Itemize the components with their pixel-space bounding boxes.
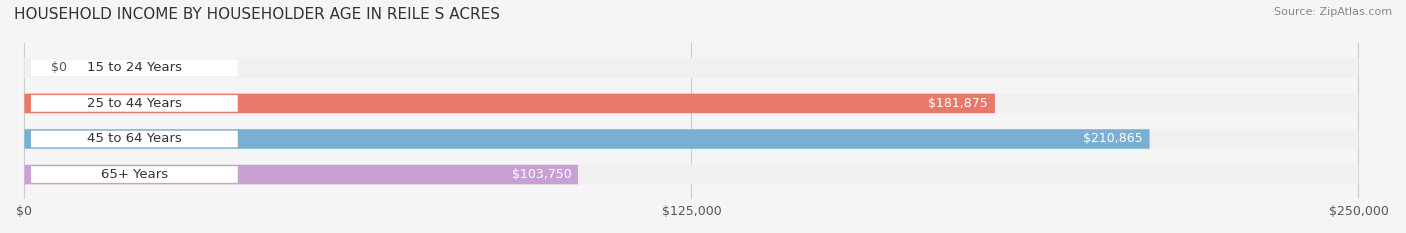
Text: Source: ZipAtlas.com: Source: ZipAtlas.com: [1274, 7, 1392, 17]
FancyBboxPatch shape: [24, 94, 995, 113]
FancyBboxPatch shape: [31, 166, 238, 183]
Text: 25 to 44 Years: 25 to 44 Years: [87, 97, 181, 110]
FancyBboxPatch shape: [31, 95, 238, 112]
Text: $181,875: $181,875: [928, 97, 988, 110]
FancyBboxPatch shape: [31, 131, 238, 147]
Text: $103,750: $103,750: [512, 168, 571, 181]
FancyBboxPatch shape: [31, 60, 238, 76]
FancyBboxPatch shape: [24, 58, 1358, 78]
Text: 45 to 64 Years: 45 to 64 Years: [87, 133, 181, 145]
FancyBboxPatch shape: [24, 165, 1358, 184]
FancyBboxPatch shape: [24, 129, 1150, 149]
FancyBboxPatch shape: [24, 129, 1358, 149]
Text: $0: $0: [51, 61, 67, 74]
FancyBboxPatch shape: [24, 165, 578, 184]
FancyBboxPatch shape: [24, 94, 1358, 113]
Text: $210,865: $210,865: [1083, 133, 1143, 145]
Text: HOUSEHOLD INCOME BY HOUSEHOLDER AGE IN REILE S ACRES: HOUSEHOLD INCOME BY HOUSEHOLDER AGE IN R…: [14, 7, 501, 22]
Text: 65+ Years: 65+ Years: [101, 168, 167, 181]
Text: 15 to 24 Years: 15 to 24 Years: [87, 61, 181, 74]
